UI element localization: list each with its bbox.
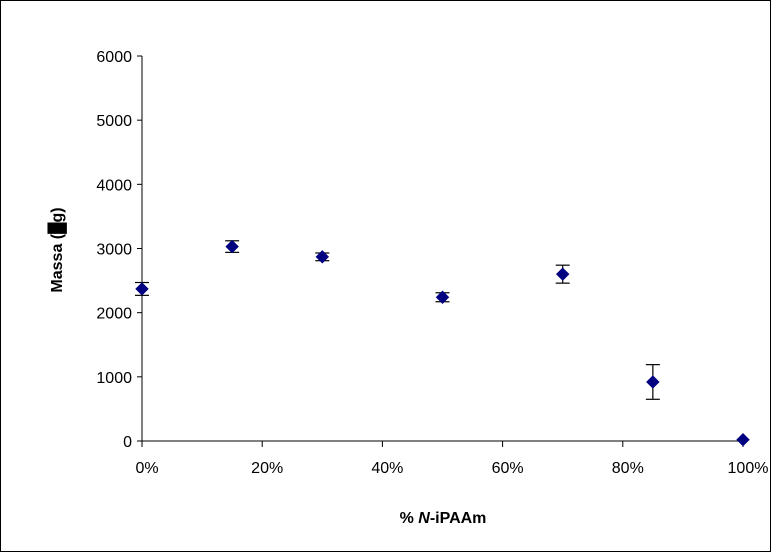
y-tick-label: 4000 [96,177,132,194]
y-tick-label: 0 [123,434,132,451]
x-tick-label: 0% [135,460,158,477]
data-point [736,433,750,447]
plot-area: 0 1000 2000 3000 4000 5000 6000 0% 20% 40% 60% 80% 1… [96,49,768,477]
data-point [225,239,239,254]
y-tick-label: 2000 [96,306,132,323]
y-axis-title: Massa (█g) [47,207,67,292]
y-tick-label: 5000 [96,113,132,130]
x-tick-label: 80% [612,460,644,477]
x-tick-label: 40% [371,460,403,477]
data-point [315,250,330,264]
x-tick-label: 20% [251,460,283,477]
y-tick-label: 1000 [96,370,132,387]
y-tick-label: 6000 [96,49,132,66]
data-point [555,267,570,281]
x-tick-label: 100% [728,460,769,477]
data-point [435,290,450,304]
redacted-glyph: █ [47,222,67,234]
y-tick-label: 3000 [96,242,132,259]
data-point [135,282,149,296]
data-point [646,375,660,389]
x-tick-label: 60% [492,460,524,477]
x-axis-title: % N-iPAAm [400,510,487,527]
